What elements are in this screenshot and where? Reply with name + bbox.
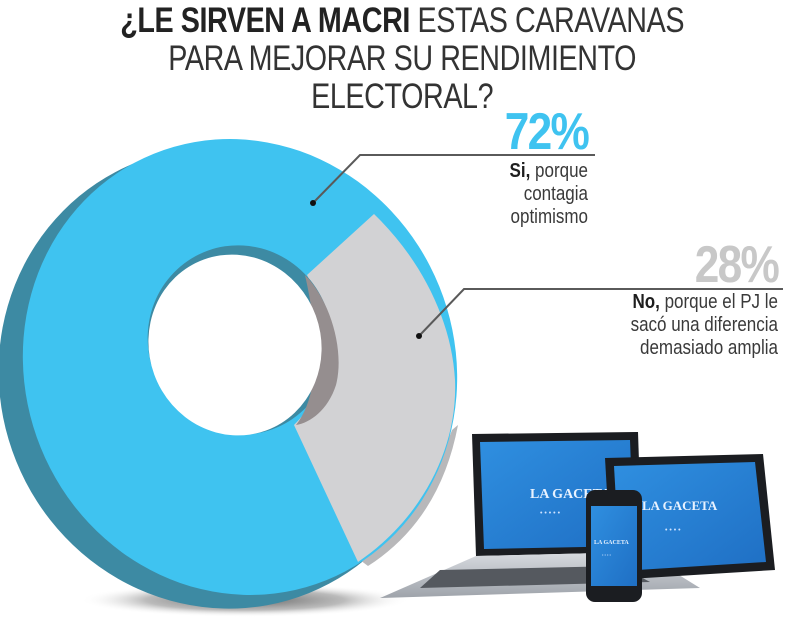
donut-hole [148, 254, 322, 436]
label-no: No, porque el PJ le sacó una diferencia … [506, 291, 778, 360]
laptop-icon: LA GACETA • • • • • [380, 432, 700, 598]
label-no-bold: No, [632, 291, 660, 313]
label-yes-line2: contagia [523, 183, 588, 205]
label-no-line2: sacó una diferencia [630, 314, 778, 336]
title-line-1: ¿LE SIRVEN A MACRI ESTAS CARAVANAS [74, 2, 730, 40]
phone-brand: LA GACETA [594, 540, 629, 546]
callout-dot-yes [310, 200, 316, 206]
label-yes-line1: porque [530, 160, 588, 182]
percent-yes: 72% [504, 103, 590, 161]
label-no-line3: demasiado amplia [640, 337, 778, 359]
svg-text:• • • • •: • • • • • [540, 510, 561, 517]
callout-line-no [418, 288, 783, 337]
label-yes-line3: optimismo [510, 206, 588, 228]
tablet-brand: LA GACETA [642, 498, 718, 513]
devices-illustration: LA GACETA • • • • • LA GACETA • • • • LA… [380, 432, 775, 602]
title-light: ESTAS CARAVANAS [417, 1, 685, 40]
label-yes: Si, porque contagia optimismo [418, 160, 588, 229]
chart-title: ¿LE SIRVEN A MACRI ESTAS CARAVANAS PARA … [74, 2, 730, 116]
label-yes-bold: Si, [509, 160, 531, 182]
title-line-2: PARA MEJORAR SU RENDIMIENTO ELECTORAL? [168, 39, 637, 116]
donut-slice-no [294, 214, 456, 562]
tablet-icon: LA GACETA • • • • [605, 454, 775, 580]
callout-dot-no [416, 333, 422, 339]
svg-text:• • • •: • • • • [665, 527, 681, 534]
callout-line-yes [312, 154, 595, 204]
percent-no: 28% [694, 236, 780, 294]
phone-icon: LA GACETA • • • • [586, 490, 642, 602]
svg-text:• • • •: • • • • [602, 552, 612, 557]
label-no-line1: porque el PJ le [659, 291, 778, 313]
title-bold: ¿LE SIRVEN A MACRI [120, 1, 410, 40]
